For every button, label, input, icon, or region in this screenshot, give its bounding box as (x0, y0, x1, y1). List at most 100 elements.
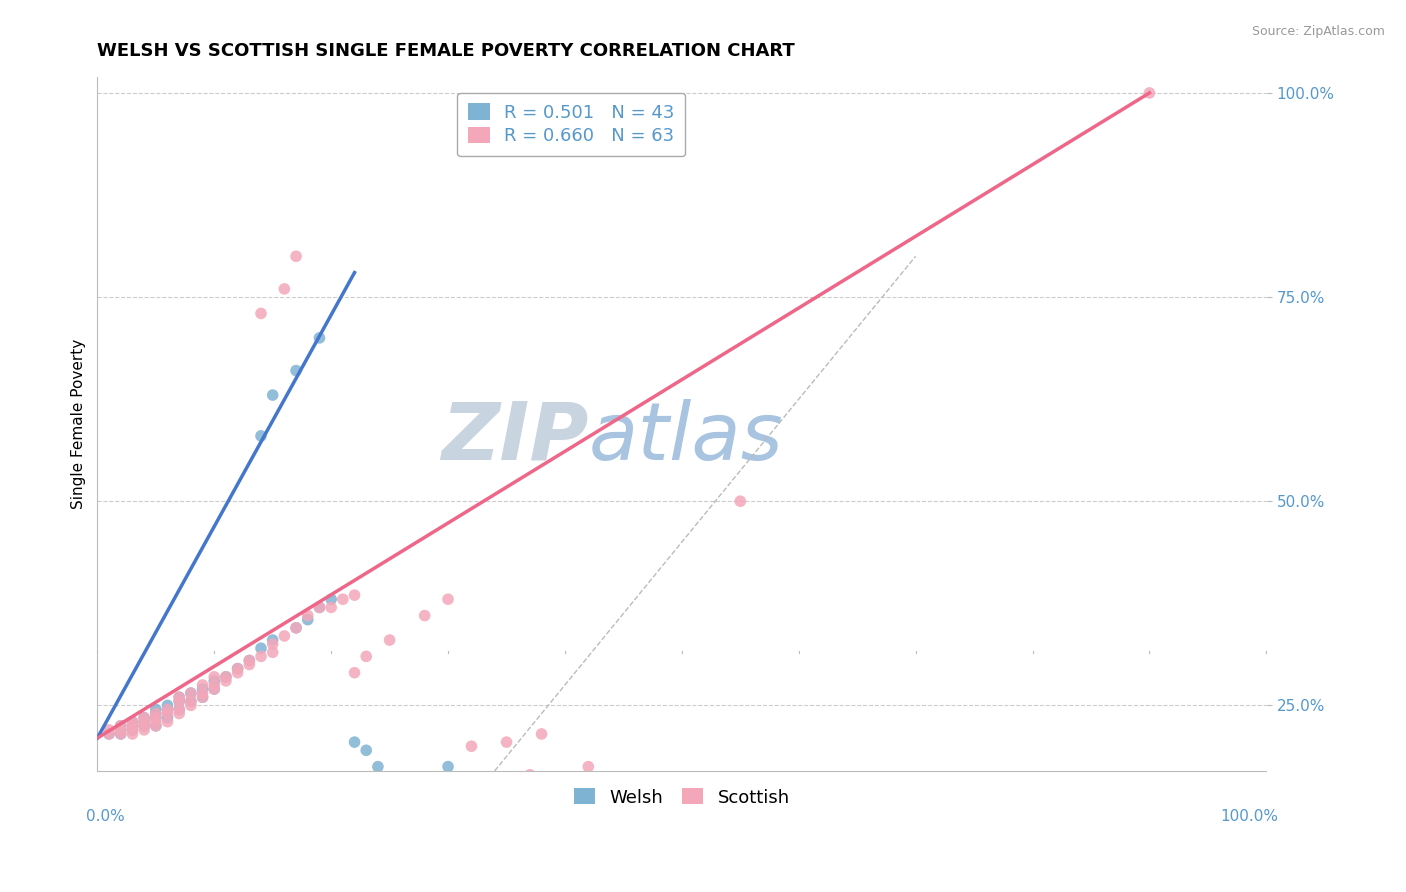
Point (285, 363, 308, 377)
Point (285, 621, 308, 635)
Point (191, 690, 214, 705)
Point (730, 494, 752, 508)
Point (132, 719, 155, 733)
Point (132, 723, 155, 737)
Point (576, 759, 599, 773)
Point (167, 706, 190, 721)
Text: 0.0%: 0.0% (86, 809, 124, 824)
Point (110, 719, 132, 733)
Point (156, 714, 179, 729)
Point (110, 727, 132, 741)
Point (132, 714, 155, 729)
Point (437, 776, 460, 790)
Text: WELSH VS SCOTTISH SINGLE FEMALE POVERTY CORRELATION CHART: WELSH VS SCOTTISH SINGLE FEMALE POVERTY … (97, 42, 796, 60)
Point (121, 727, 143, 741)
Point (343, 588, 366, 602)
Point (145, 719, 167, 733)
Text: ZIP: ZIP (441, 399, 588, 476)
Point (519, 768, 541, 782)
Point (215, 670, 238, 684)
Point (167, 694, 190, 708)
Point (191, 681, 214, 696)
Point (273, 282, 295, 296)
Point (238, 657, 260, 672)
Point (145, 711, 167, 725)
Point (1139, 86, 1161, 100)
Point (180, 686, 202, 700)
Point (121, 719, 143, 733)
Point (191, 686, 214, 700)
Point (226, 662, 249, 676)
Point (145, 702, 167, 716)
Point (262, 645, 284, 659)
Point (202, 673, 225, 688)
Point (156, 698, 179, 713)
Text: Source: ZipAtlas.com: Source: ZipAtlas.com (1251, 25, 1385, 38)
Point (202, 678, 225, 692)
Point (132, 711, 155, 725)
Point (156, 702, 179, 716)
Point (285, 621, 308, 635)
Point (437, 759, 460, 773)
Point (215, 673, 238, 688)
Point (110, 723, 132, 737)
Point (132, 714, 155, 729)
Point (297, 608, 319, 623)
Point (321, 592, 343, 607)
Point (121, 714, 143, 729)
Point (167, 694, 190, 708)
Point (145, 714, 167, 729)
Point (262, 633, 284, 648)
Point (297, 613, 319, 627)
Point (132, 719, 155, 733)
Point (343, 665, 366, 680)
Point (121, 714, 143, 729)
Point (191, 678, 214, 692)
Point (495, 800, 517, 814)
Point (308, 600, 330, 615)
Point (145, 711, 167, 725)
Point (238, 653, 260, 667)
Point (202, 681, 225, 696)
Point (180, 686, 202, 700)
Point (167, 690, 190, 705)
Point (98, 727, 121, 741)
Point (167, 690, 190, 705)
Point (250, 306, 273, 320)
Point (308, 600, 330, 615)
Point (202, 670, 225, 684)
Point (191, 690, 214, 705)
Point (285, 249, 308, 263)
Point (262, 388, 284, 402)
Point (110, 719, 132, 733)
Y-axis label: Single Female Poverty: Single Female Poverty (72, 339, 86, 508)
Point (273, 629, 295, 643)
Point (180, 694, 202, 708)
Point (250, 429, 273, 443)
Point (145, 719, 167, 733)
Point (167, 702, 190, 716)
Point (215, 670, 238, 684)
Point (530, 727, 553, 741)
Point (321, 600, 343, 615)
Legend: Welsh, Scottish: Welsh, Scottish (567, 781, 797, 814)
Point (98, 723, 121, 737)
Point (238, 653, 260, 667)
Point (226, 662, 249, 676)
Point (121, 723, 143, 737)
Point (226, 665, 249, 680)
Point (156, 711, 179, 725)
Point (110, 727, 132, 741)
Point (98, 727, 121, 741)
Point (156, 702, 179, 716)
Point (250, 649, 273, 664)
Point (156, 706, 179, 721)
Point (180, 698, 202, 713)
Point (332, 592, 354, 607)
Point (180, 694, 202, 708)
Point (110, 723, 132, 737)
Point (354, 649, 377, 664)
Point (262, 637, 284, 651)
Text: atlas: atlas (588, 399, 783, 476)
Point (343, 735, 366, 749)
